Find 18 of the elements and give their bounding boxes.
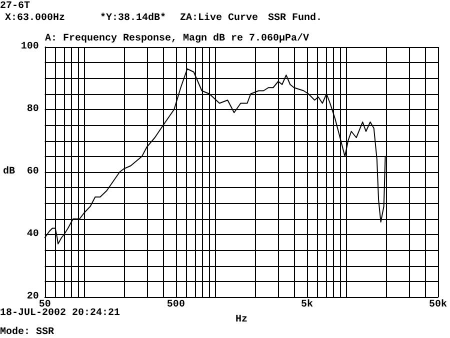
text: *Y:38.14dB* bbox=[100, 13, 166, 25]
text: 18-JUL-2002 20:24:21 bbox=[0, 308, 120, 320]
y-tick-label: 20 bbox=[26, 292, 39, 302]
text: ZA:Live Curve bbox=[180, 13, 258, 25]
x-tick-label: 500 bbox=[166, 300, 185, 310]
text: Mode: SSR bbox=[0, 327, 54, 338]
y-tick-label: 80 bbox=[26, 104, 39, 115]
y-tick-label: 100 bbox=[20, 42, 39, 52]
chart-title: A: Frequency Response, Magn dB re 7.060μPa/V bbox=[45, 32, 310, 44]
y-tick-label: 40 bbox=[26, 229, 39, 240]
text: X:63.000Hz bbox=[5, 13, 66, 25]
y-axis-title: dB bbox=[2, 166, 15, 178]
text: 27-6T bbox=[0, 1, 30, 13]
x-tick-label: 5k bbox=[300, 298, 313, 310]
x-axis-title: Hz bbox=[235, 314, 248, 326]
x-tick-label: 50k bbox=[428, 298, 448, 310]
y-tick-label: 60 bbox=[26, 166, 39, 178]
text: SSR Fund. bbox=[268, 13, 322, 25]
